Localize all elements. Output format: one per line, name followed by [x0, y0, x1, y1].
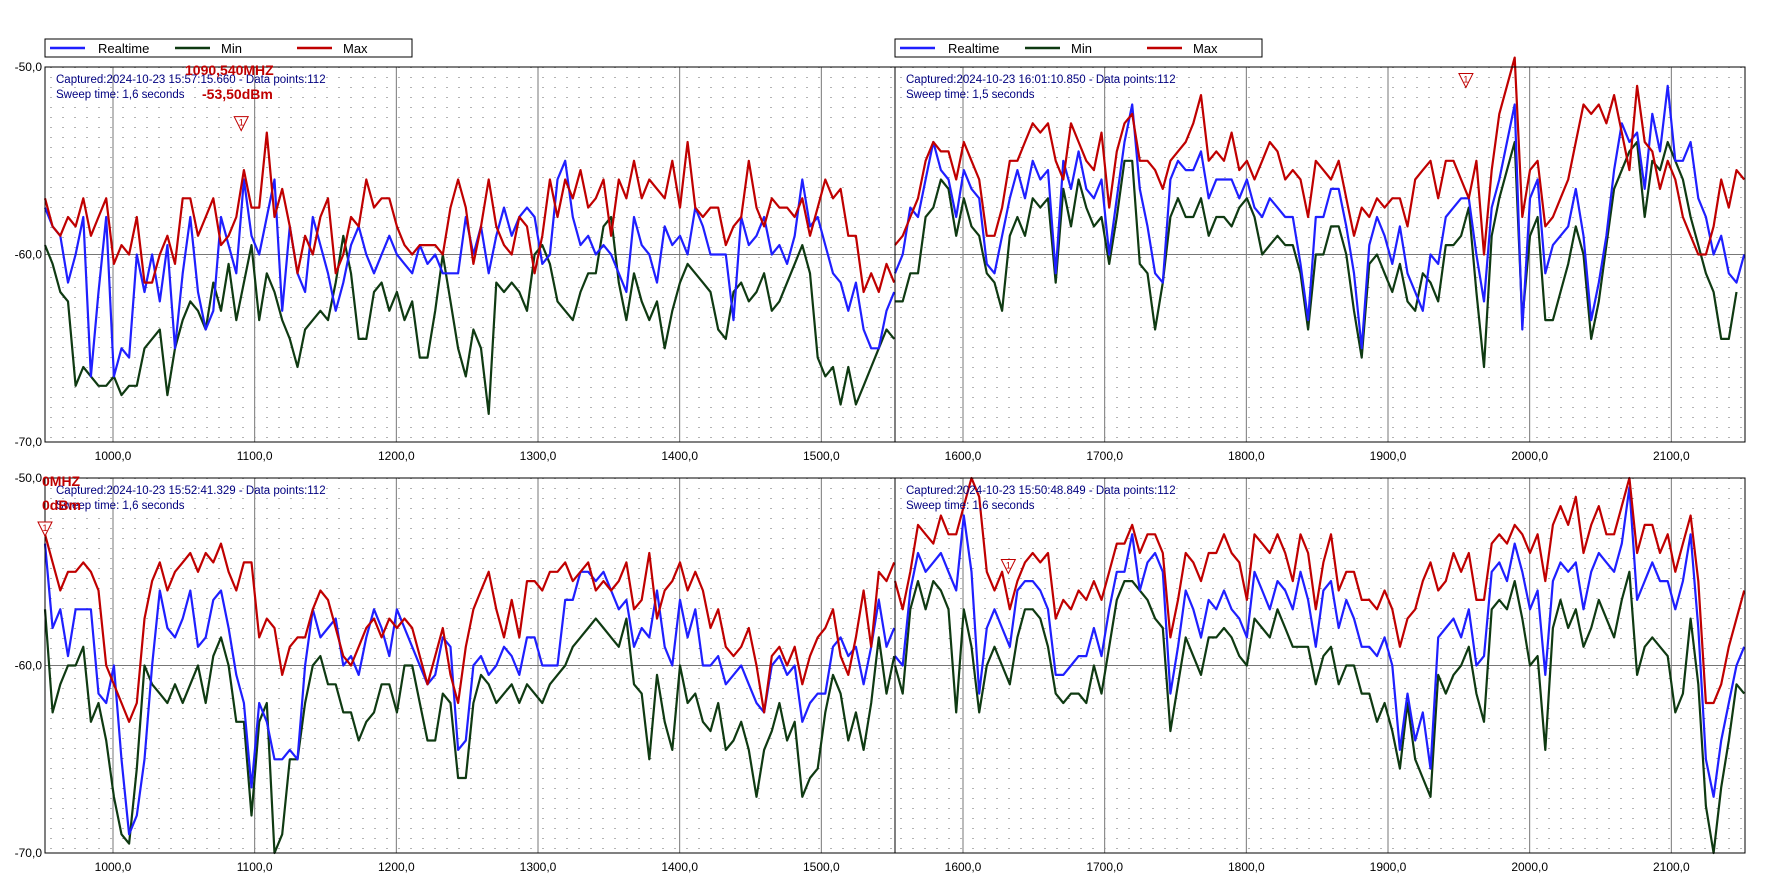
x-tick-label: 2000,0 [1511, 449, 1548, 463]
plot-frame [894, 477, 1746, 854]
marker-number: 1 [1463, 75, 1468, 85]
series-line-realtime [893, 84, 1746, 350]
series-line-realtime [894, 486, 1746, 798]
y-tick-label: -50,0 [15, 471, 43, 485]
y-tick-label: -70,0 [15, 435, 43, 449]
x-tick-label: 1700,0 [1086, 449, 1123, 463]
x-tick-label: 1900,0 [1370, 449, 1407, 463]
x-tick-label: 1200,0 [378, 860, 415, 874]
legend-left-max-label: Max [343, 41, 368, 56]
chart-panel-3: 1000,0 1100,0 1200,0 1300,0 1400,0 1500,0 -50,… [15, 471, 896, 874]
marker-triangle [233, 116, 250, 132]
sweep-time-text: Sweep time: 1,5 seconds [906, 89, 1035, 101]
x-tick-label: 2100,0 [1653, 449, 1690, 463]
legend-right-realtime-label: Realtime [948, 41, 999, 56]
y-tick-label: -70,0 [15, 846, 43, 860]
x-tick-label: 1600,0 [945, 449, 982, 463]
x-tick-label: 1900,0 [1370, 860, 1407, 874]
captured-info-text: Captured:2024-10-23 16:01:10.850 - Data … [906, 74, 1176, 86]
legend-right-min-label: Min [1071, 41, 1092, 56]
x-tick-label: 1600,0 [945, 860, 982, 874]
marker-frequency-readout: 1090,540MHZ [185, 62, 274, 78]
y-tick-label: -50,0 [15, 60, 43, 74]
x-tick-label: 1400,0 [661, 860, 698, 874]
chart-panels: 1000,0 1100,0 1200,0 1300,0 1400,0 1500,0 -50,… [15, 56, 1746, 874]
marker-triangle [1458, 73, 1474, 89]
series-line-max [43, 534, 896, 723]
legend-right: Realtime Min Max [894, 38, 1263, 58]
chart-panel-2: 1600,0 1700,0 1800,0 1900,0 2000,0 2100,0 Capt… [893, 56, 1746, 463]
legend-left-min-label: Min [221, 41, 242, 56]
x-tick-label: 2000,0 [1511, 860, 1548, 874]
x-tick-label: 1100,0 [237, 449, 273, 463]
x-tick-label: 1300,0 [520, 860, 557, 874]
x-tick-label: 1500,0 [803, 860, 840, 874]
legend-left: Realtime Min Max [44, 38, 413, 58]
captured-info-text: Captured:2024-10-23 15:50:48.849 - Data … [906, 485, 1176, 497]
marker-level-readout: 0dBm [42, 497, 81, 513]
legend-right-frame [894, 38, 1263, 58]
chart-panel-1: 1000,0 1100,0 1200,0 1300,0 1400,0 1500,0 -50,… [15, 60, 896, 463]
marker-number: 1 [239, 118, 244, 128]
x-tick-label: 1300,0 [520, 449, 557, 463]
legend-right-max-label: Max [1193, 41, 1218, 56]
x-tick-label: 1000,0 [95, 449, 132, 463]
legend-left-frame [44, 38, 413, 58]
marker-number: 1 [1006, 561, 1011, 571]
x-tick-label: 1800,0 [1228, 860, 1265, 874]
captured-info-text: Captured:2024-10-23 15:57:15.660 - Data … [56, 74, 326, 86]
x-tick-label: 1000,0 [95, 860, 132, 874]
series-line-max [894, 56, 1746, 256]
marker-frequency-readout: 0MHZ [42, 473, 81, 489]
series-line-min [895, 140, 1738, 369]
x-tick-label: 1100,0 [237, 860, 273, 874]
marker-level-readout: -53,50dBm [202, 86, 273, 102]
sweep-time-text: Sweep time: 1,6 seconds [906, 500, 1035, 512]
series-line-realtime [43, 159, 896, 378]
x-tick-label: 1700,0 [1086, 860, 1123, 874]
x-tick-label: 2100,0 [1653, 860, 1690, 874]
marker-triangle [1000, 559, 1017, 575]
marker-triangle [37, 521, 53, 538]
y-tick-label: -60,0 [15, 659, 43, 673]
x-tick-label: 1400,0 [661, 449, 698, 463]
captured-info-text: Captured:2024-10-23 15:52:41.329 - Data … [56, 485, 326, 497]
y-tick-label: -60,0 [15, 248, 43, 262]
series-line-min [43, 215, 896, 415]
series-line-min [43, 609, 896, 855]
marker-number: 1 [42, 523, 47, 533]
sweep-time-text: Sweep time: 1,6 seconds [56, 89, 185, 101]
x-tick-label: 1500,0 [803, 449, 840, 463]
x-tick-label: 1800,0 [1228, 449, 1265, 463]
series-line-max [43, 131, 896, 294]
x-tick-label: 1200,0 [378, 449, 415, 463]
series-line-realtime [43, 543, 896, 836]
series-line-min [893, 570, 1746, 855]
chart-panel-4: 1600,0 1700,0 1800,0 1900,0 2000,0 2100,0 Capt… [893, 476, 1746, 874]
plot-frame [894, 66, 1746, 443]
legend-left-realtime-label: Realtime [98, 41, 149, 56]
series-line-max [893, 476, 1746, 705]
sweep-time-text: Sweep time: 1,6 seconds [56, 500, 185, 512]
